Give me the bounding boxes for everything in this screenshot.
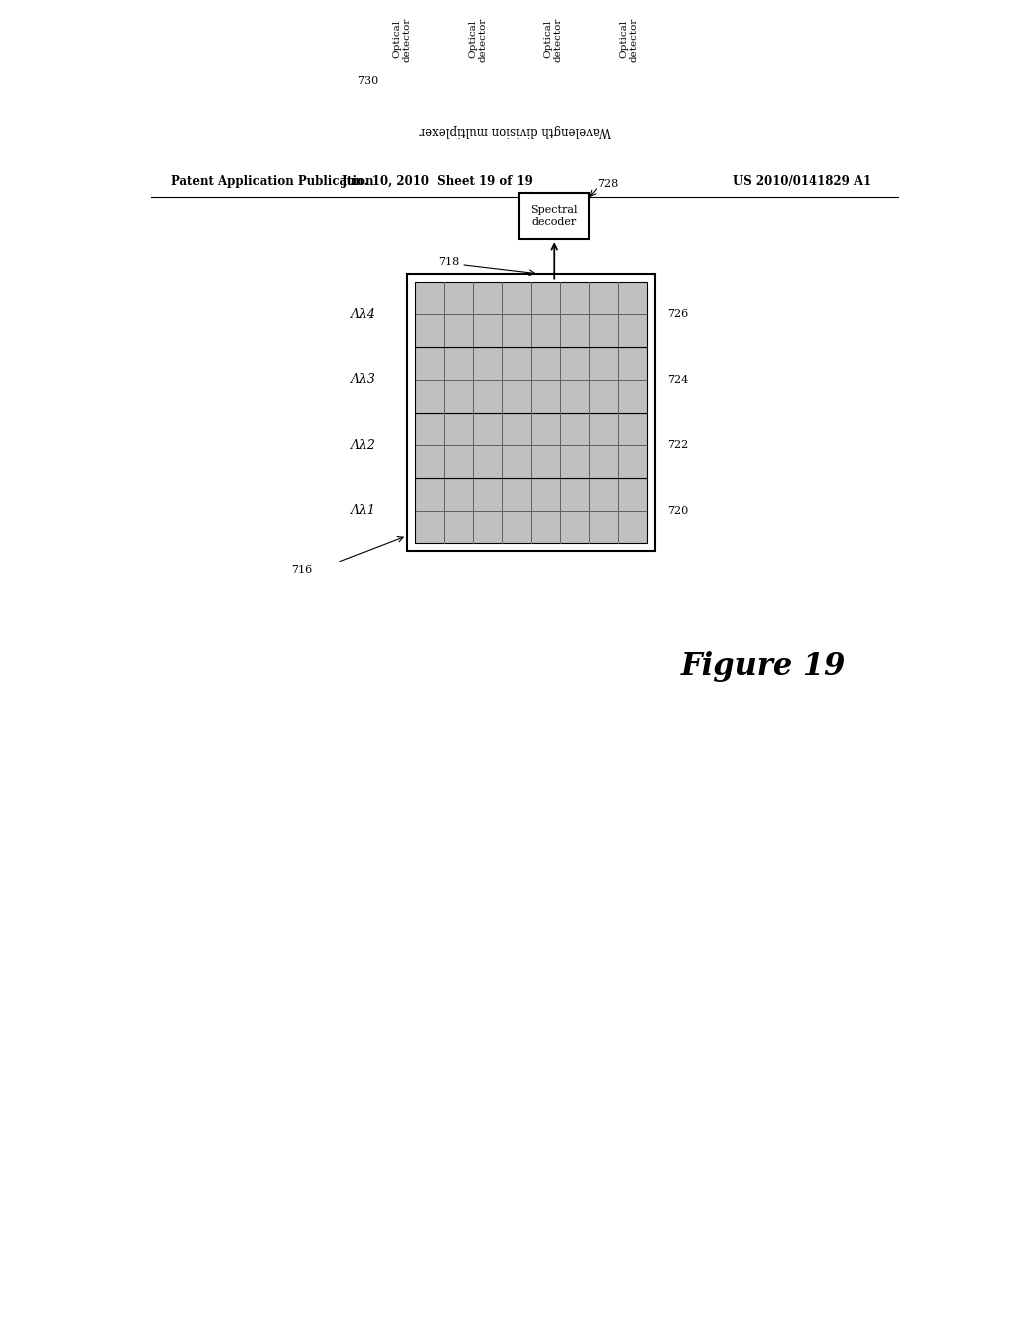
Text: Patent Application Publication: Patent Application Publication <box>171 176 373 187</box>
Bar <box>608 0 649 83</box>
Text: Spectral
decoder: Spectral decoder <box>530 206 578 227</box>
Text: Λλ4: Λλ4 <box>351 308 376 321</box>
Text: 716: 716 <box>291 565 312 576</box>
Text: Figure 19: Figure 19 <box>681 651 846 682</box>
Text: Optical
detector: Optical detector <box>544 17 563 62</box>
Bar <box>534 0 573 83</box>
Text: 726: 726 <box>667 309 688 319</box>
Text: Λλ2: Λλ2 <box>351 438 376 451</box>
Text: Λλ1: Λλ1 <box>351 504 376 517</box>
Bar <box>415 478 647 544</box>
Bar <box>519 193 589 239</box>
Bar <box>365 111 667 150</box>
Text: Jun. 10, 2010  Sheet 19 of 19: Jun. 10, 2010 Sheet 19 of 19 <box>342 176 534 187</box>
Text: 728: 728 <box>597 178 618 189</box>
Bar <box>382 0 422 83</box>
Text: 730: 730 <box>356 77 378 86</box>
Text: Optical
detector: Optical detector <box>468 17 487 62</box>
Text: 722: 722 <box>667 441 688 450</box>
Bar <box>407 275 655 552</box>
Text: Optical
detector: Optical detector <box>620 17 639 62</box>
Bar <box>415 347 647 412</box>
Text: 724: 724 <box>667 375 688 384</box>
Bar <box>415 412 647 478</box>
Text: Λλ3: Λλ3 <box>351 374 376 387</box>
Text: 720: 720 <box>667 506 688 516</box>
Bar <box>415 281 647 347</box>
Text: Optical
detector: Optical detector <box>392 17 412 62</box>
Bar <box>458 0 498 83</box>
Text: US 2010/0141829 A1: US 2010/0141829 A1 <box>733 176 871 187</box>
Text: 718: 718 <box>438 257 459 268</box>
Text: Wavelength division multiplexer: Wavelength division multiplexer <box>420 124 611 137</box>
